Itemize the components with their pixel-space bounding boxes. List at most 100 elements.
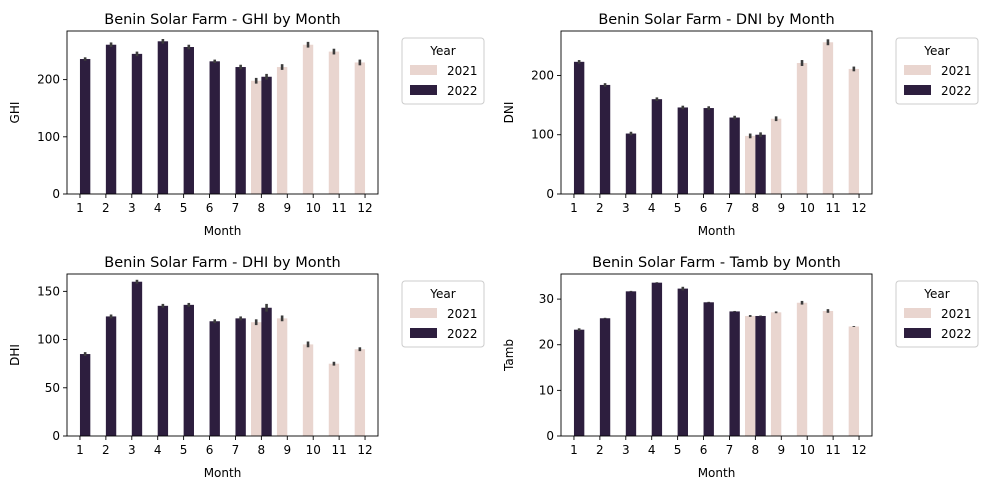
legend-label-2022: 2022: [941, 84, 972, 98]
bar-2022-month-1: [79, 354, 91, 436]
x-tick-label: 4: [154, 201, 162, 215]
bar-2021-month-9: [276, 318, 288, 436]
y-tick-label: 30: [539, 292, 554, 306]
bar-2021-month-8: [251, 80, 262, 194]
x-tick-label: 3: [128, 201, 136, 215]
x-tick-label: 5: [674, 443, 682, 457]
legend-swatch-2021: [904, 308, 931, 318]
x-tick-label: 12: [357, 201, 372, 215]
x-tick-label: 9: [777, 201, 785, 215]
x-tick-label: 1: [76, 201, 84, 215]
bar-2022-month-8: [755, 315, 766, 436]
bar-2022-month-2: [599, 84, 611, 194]
bar-2021-month-10: [796, 302, 808, 436]
legend-swatch-2022: [410, 85, 437, 95]
x-tick-label: 4: [648, 201, 656, 215]
x-tick-label: 5: [180, 201, 188, 215]
y-tick-label: 10: [539, 383, 554, 397]
x-tick-label: 11: [825, 201, 840, 215]
x-tick-label: 7: [232, 201, 240, 215]
x-tick-label: 10: [800, 201, 815, 215]
x-tick-label: 8: [752, 201, 760, 215]
bar-2022-month-6: [703, 108, 714, 194]
x-axis-label: Month: [204, 224, 242, 238]
x-tick-label: 9: [283, 201, 291, 215]
x-tick-label: 12: [851, 201, 866, 215]
bar-2021-month-12: [354, 62, 366, 194]
legend: Year 2021 2022: [895, 280, 979, 348]
y-tick-label: 0: [546, 187, 554, 201]
bar-2022-month-3: [625, 133, 637, 194]
y-tick-label: 150: [37, 284, 60, 298]
bar-2022-month-4: [157, 41, 169, 194]
legend-swatch-2022: [410, 328, 437, 338]
legend-swatch-2021: [410, 65, 437, 75]
y-tick-label: 50: [45, 381, 60, 395]
y-axis-label: GHI: [8, 102, 22, 124]
legend-label-2021: 2021: [447, 64, 478, 78]
legend-label-2022: 2022: [941, 327, 972, 341]
bar-2021-month-9: [770, 312, 782, 436]
x-axis-label: Month: [698, 466, 736, 480]
x-tick-label: 6: [700, 443, 708, 457]
x-tick-label: 8: [752, 443, 760, 457]
bar-2021-month-10: [302, 344, 314, 436]
legend-title: Year: [429, 44, 455, 58]
x-tick-label: 4: [648, 443, 656, 457]
bar-2022-month-1: [79, 59, 91, 194]
x-tick-label: 3: [128, 443, 136, 457]
chart-title: Benin Solar Farm - Tamb by Month: [592, 255, 841, 271]
bar-2022-month-4: [651, 99, 663, 194]
bar-2022-month-7: [235, 67, 246, 194]
legend-label-2022: 2022: [447, 84, 478, 98]
bar-2022-month-7: [729, 311, 740, 436]
x-tick-label: 2: [596, 443, 604, 457]
bar-2021-month-12: [848, 68, 860, 194]
bar-2022-month-8: [261, 307, 272, 436]
y-tick-label: 100: [531, 128, 554, 142]
x-tick-label: 8: [258, 201, 266, 215]
bar-2022-month-3: [625, 291, 637, 436]
bar-2022-month-4: [651, 282, 663, 436]
x-tick-label: 10: [800, 443, 815, 457]
x-tick-label: 9: [283, 443, 291, 457]
chart-title: Benin Solar Farm - GHI by Month: [104, 12, 341, 28]
bar-2022-month-6: [209, 321, 220, 436]
bar-2022-month-5: [183, 47, 194, 194]
legend-title: Year: [429, 287, 455, 301]
bar-2021-month-11: [328, 51, 340, 194]
bar-2021-month-10: [796, 63, 808, 195]
y-axis-label: DNI: [502, 102, 516, 124]
bar-2022-month-8: [755, 134, 766, 194]
bar-2021-month-9: [276, 67, 288, 194]
y-tick-label: 100: [37, 333, 60, 347]
y-tick-label: 0: [546, 429, 554, 443]
y-tick-label: 100: [37, 130, 60, 144]
legend-label-2022: 2022: [447, 327, 478, 341]
x-tick-label: 1: [570, 443, 578, 457]
legend-label-2021: 2021: [447, 307, 478, 321]
legend: Year 2021 2022: [895, 37, 979, 105]
legend-label-2021: 2021: [941, 64, 972, 78]
bar-2021-month-10: [302, 44, 314, 194]
y-axis-label: DHI: [8, 344, 22, 366]
bar-2021-month-12: [354, 349, 366, 436]
legend-swatch-2021: [410, 308, 437, 318]
bar-2022-month-1: [573, 329, 585, 436]
bar-2021-month-9: [770, 118, 782, 194]
x-tick-label: 7: [232, 443, 240, 457]
x-tick-label: 2: [102, 201, 110, 215]
x-tick-label: 9: [777, 443, 785, 457]
x-tick-label: 12: [851, 443, 866, 457]
bar-2022-month-2: [599, 318, 611, 436]
bar-2022-month-3: [131, 281, 143, 436]
bar-2022-month-6: [703, 302, 714, 436]
y-tick-label: 0: [52, 429, 60, 443]
legend-swatch-2021: [904, 65, 931, 75]
legend: Year 2021 2022: [401, 37, 485, 105]
plot-area: [560, 30, 873, 195]
legend-title: Year: [923, 44, 949, 58]
